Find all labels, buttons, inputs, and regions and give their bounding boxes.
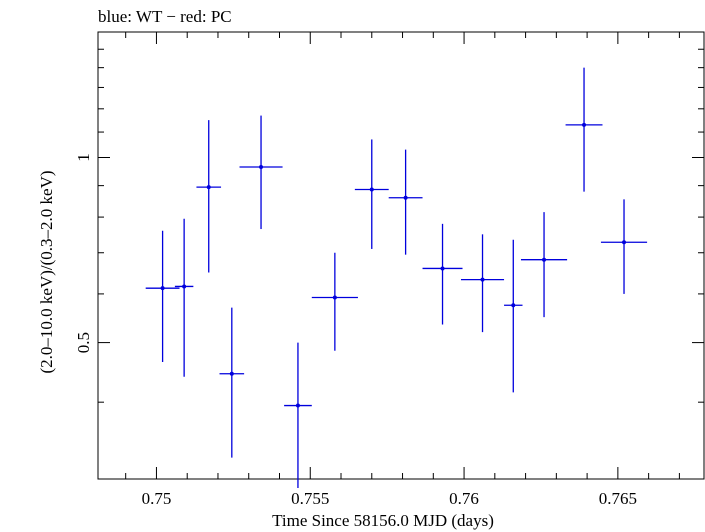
- point-marker: [403, 195, 408, 200]
- point-marker: [480, 277, 485, 282]
- point-marker: [622, 240, 627, 245]
- chart-title: blue: WT − red: PC: [98, 7, 232, 26]
- data-point: [460, 234, 505, 333]
- point-marker: [295, 403, 300, 408]
- axis-tick-labels: 0.75 0.755 0.76 0.765 0.5 1: [74, 153, 637, 508]
- data-point: [504, 239, 523, 393]
- data-point: [565, 67, 603, 192]
- x-tick-label: 0.765: [599, 489, 637, 508]
- point-marker: [542, 257, 547, 262]
- data-point: [284, 342, 312, 489]
- data-point: [520, 212, 568, 318]
- x-tick-label: 0.76: [449, 489, 479, 508]
- data-point: [174, 218, 194, 377]
- data-point: [145, 230, 180, 362]
- x-tick-label: 0.755: [291, 489, 329, 508]
- y-axis-label: (2.0–10.0 keV)/(0.3–2.0 keV): [37, 170, 56, 373]
- y-tick-label: 0.5: [74, 332, 93, 353]
- data-point: [196, 120, 222, 273]
- data-point: [311, 252, 358, 351]
- point-marker: [182, 284, 187, 289]
- data-point: [600, 199, 648, 294]
- point-marker: [511, 303, 516, 308]
- plot-frame: [97, 31, 705, 480]
- data-point: [388, 149, 423, 255]
- point-marker: [206, 185, 211, 190]
- x-tick-label: 0.75: [142, 489, 172, 508]
- data-points: [145, 67, 648, 489]
- point-marker: [582, 122, 587, 127]
- data-point: [422, 223, 463, 325]
- point-marker: [229, 371, 234, 376]
- y-tick-label: 1: [74, 153, 93, 162]
- x-axis-label: Time Since 58156.0 MJD (days): [272, 511, 494, 530]
- point-marker: [440, 266, 445, 271]
- point-marker: [369, 187, 374, 192]
- point-marker: [259, 165, 264, 170]
- point-marker: [332, 295, 337, 300]
- point-marker: [160, 286, 165, 291]
- axis-ticks: [98, 31, 704, 480]
- data-point: [354, 139, 389, 249]
- data-point: [239, 115, 283, 230]
- data-point: [219, 307, 245, 458]
